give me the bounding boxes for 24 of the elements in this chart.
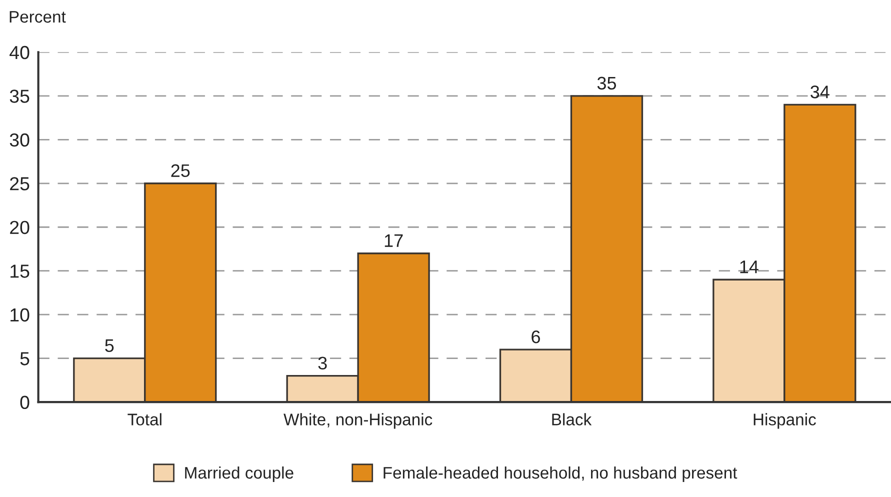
y-tick-label: 25 xyxy=(10,177,30,190)
y-tick-label: 40 xyxy=(10,46,30,60)
data-label: 17 xyxy=(384,234,403,247)
data-label: 35 xyxy=(597,76,616,90)
x-tick-label: Hispanic xyxy=(754,413,816,429)
y-tick-label: 35 xyxy=(10,90,30,103)
y-tick-label: 5 xyxy=(20,352,30,366)
x-tick-label: White, non-Hispanic xyxy=(284,413,432,429)
data-label: 34 xyxy=(810,86,830,98)
data-label: 6 xyxy=(532,330,540,344)
y-tick-label: 20 xyxy=(10,220,30,234)
data-label: 14 xyxy=(740,260,758,274)
y-axis-title: Percent xyxy=(10,11,66,23)
x-tick-label: Black xyxy=(552,413,592,426)
legend-label: Female-headed household, no husband present xyxy=(384,466,738,482)
y-tick-label: 0 xyxy=(20,396,30,410)
legend-label: Married couple xyxy=(185,466,294,482)
y-tick-label: 15 xyxy=(10,264,30,278)
data-label: 3 xyxy=(318,356,327,370)
x-tick-label: Total xyxy=(128,413,162,426)
data-label: 25 xyxy=(171,164,190,178)
y-tick-label: 10 xyxy=(10,308,30,322)
y-tick-label: 30 xyxy=(10,133,30,147)
data-label: 5 xyxy=(105,339,114,352)
